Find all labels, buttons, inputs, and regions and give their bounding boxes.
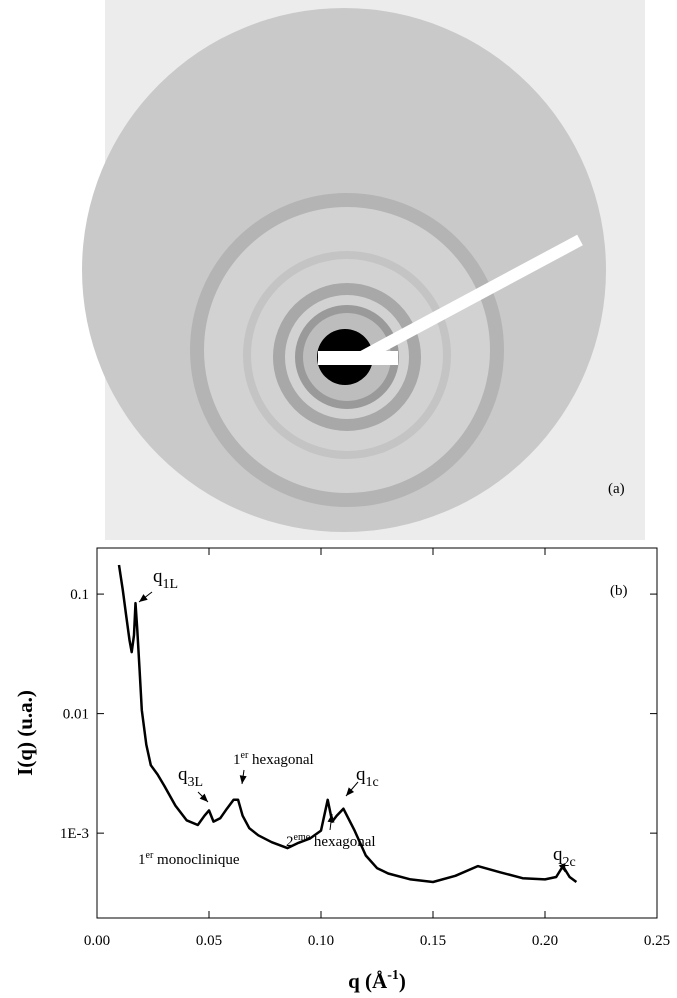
- x-tick-label: 0.20: [532, 933, 558, 949]
- arrow-head: [327, 814, 335, 823]
- arrow-head: [199, 793, 208, 802]
- x-axis-label-sup: -1: [387, 968, 399, 983]
- y-axis-label: I(q) (u.a.): [13, 690, 37, 776]
- annotation-sup: er: [241, 750, 249, 761]
- x-tick-label: 0.10: [308, 933, 334, 949]
- annotation: 1er monoclinique: [138, 850, 240, 868]
- annotation-text: q: [153, 566, 163, 587]
- diffraction-pattern: (a): [82, 0, 645, 540]
- annotation-text: q: [356, 764, 366, 785]
- x-axis-label-text: q (Å: [348, 969, 388, 993]
- arrow-head: [139, 594, 148, 602]
- arrow-head: [346, 787, 355, 796]
- chart: I(q) (u.a.) q (Å-1) 0.00 0.05 0.10 0.15 0.20…: [13, 547, 670, 993]
- y-tick-label: 1E-3: [60, 826, 89, 842]
- annotation: q1L: [153, 566, 178, 592]
- annotation-sub: 3L: [188, 775, 204, 790]
- x-axis-label-tail: ): [399, 969, 406, 993]
- ring: [243, 251, 451, 459]
- ring: [273, 283, 421, 431]
- data-line: [117, 564, 578, 884]
- panel-label: (a): [608, 481, 625, 497]
- annotation-sub: 1L: [163, 577, 179, 592]
- annotation-text: 1: [138, 852, 146, 868]
- annotation-tail: hexagonal: [248, 752, 313, 768]
- annotation-text: (b): [610, 583, 628, 599]
- y-tick-label: 0.1: [70, 587, 89, 603]
- plot-frame: [96, 547, 658, 919]
- annotation-text: 1: [233, 752, 241, 768]
- arrow-head: [558, 863, 566, 872]
- annotation-sub: 2c: [563, 855, 576, 870]
- annotation-tail: hexagonal: [310, 834, 375, 850]
- x-axis-label: q (Å-1): [348, 968, 406, 993]
- annotation-text: 2: [286, 834, 294, 850]
- annotation: q2c: [553, 844, 576, 870]
- annotation-sup: er: [146, 850, 154, 861]
- annotation-text: q: [553, 844, 563, 865]
- annotation-tail: monoclinique: [153, 852, 240, 868]
- x-tick-label: 0.00: [84, 933, 110, 949]
- annotation-sub: 1c: [366, 775, 379, 790]
- x-tick-label: 0.25: [644, 933, 670, 949]
- annotation: (b): [610, 583, 628, 599]
- x-tick-label: 0.15: [420, 933, 446, 949]
- beam-stop-arm: [357, 234, 583, 364]
- annotation: q3L: [178, 764, 203, 790]
- annotation: q1c: [356, 764, 379, 790]
- annotation-text: q: [178, 764, 188, 785]
- y-tick-label: 0.01: [63, 707, 89, 723]
- arrow-head: [239, 775, 247, 784]
- annotation: 1er hexagonal: [233, 750, 314, 768]
- annotation-sup: eme: [294, 832, 311, 843]
- annotation: 2eme hexagonal: [286, 832, 376, 850]
- x-tick-label: 0.05: [196, 933, 222, 949]
